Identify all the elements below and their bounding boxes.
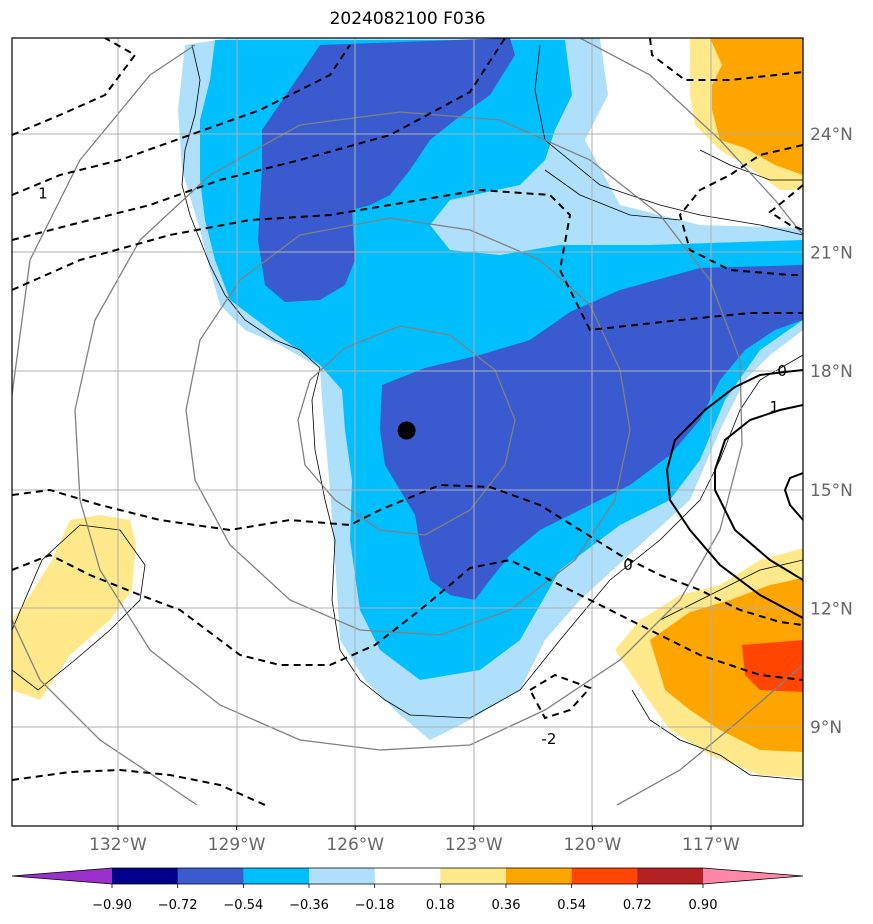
lat-tick-labels: 9°N 12°N 15°N 18°N 21°N 24°N (810, 125, 853, 738)
contour-label: 1 (769, 398, 779, 416)
lat-tick-label: 15°N (810, 481, 853, 501)
colorbar-extend-low (12, 868, 112, 884)
lat-tick-label: 12°N (810, 599, 853, 619)
plot-frame (11, 37, 804, 827)
solid-contours (665, 369, 803, 619)
colorbar-tick-label: −0.90 (92, 898, 132, 913)
contour-label: 0 (777, 362, 787, 380)
lat-tick-label: 9°N (810, 718, 842, 738)
colorbar-box (440, 868, 507, 884)
colorbar-box (243, 868, 310, 884)
lat-tick-label: 24°N (810, 125, 853, 145)
colorbar-tick-label: −0.72 (158, 898, 198, 913)
colorbar-box (309, 868, 376, 884)
contour-label: 1 (38, 184, 48, 202)
lat-tick-label: 21°N (810, 244, 853, 264)
colorbar-tick-label: 0.36 (492, 898, 521, 913)
chart-title: 2024082100 F036 (329, 9, 486, 29)
dashed-contours (12, 38, 803, 806)
colorbar-tick-label: 0.18 (426, 898, 455, 913)
colorbar-box (112, 868, 179, 884)
colorbar-box (374, 868, 441, 884)
colorbar-box (506, 868, 573, 884)
colorbar-tick-label: 0.72 (623, 898, 652, 913)
lon-tick-label: 123°W (445, 835, 503, 855)
lon-tick-label: 129°W (208, 835, 266, 855)
thin-contours (12, 44, 803, 781)
colorbar-tick-label: −0.54 (223, 898, 263, 913)
lon-tick-label: 117°W (682, 835, 740, 855)
colorbar-tick-label: 0.90 (689, 898, 718, 913)
colorbar-tick-label: −0.36 (289, 898, 329, 913)
colorbar-box (637, 868, 704, 884)
colorbar: −0.90 −0.72 −0.54 −0.36 −0.18 0.18 0.36 0.54 0.7… (11, 867, 804, 913)
lon-tick-label: 120°W (564, 835, 622, 855)
shading-layer (12, 38, 803, 778)
storm-center-marker (397, 421, 416, 440)
lon-tick-label: 132°W (89, 835, 147, 855)
lat-tick-label: 18°N (810, 362, 853, 382)
gridlines (12, 38, 803, 826)
range-rings (12, 38, 803, 806)
colorbar-box (571, 868, 638, 884)
colorbar-extend-high (703, 868, 803, 884)
shade-se-orange (650, 578, 803, 752)
contour-labels: 1 0 -2 0 1 (38, 184, 787, 748)
colorbar-box (177, 868, 244, 884)
contour-label: 0 (623, 556, 633, 574)
shade-blue-north (258, 38, 515, 302)
lon-tick-labels: 132°W 129°W 126°W 123°W 120°W 117°W (89, 826, 740, 855)
colorbar-tick-label: 0.54 (557, 898, 586, 913)
lon-tick-label: 126°W (326, 835, 384, 855)
colorbar-tick-label: −0.18 (355, 898, 395, 913)
shade-ne-orange (710, 38, 803, 175)
contour-label: -2 (541, 730, 556, 748)
